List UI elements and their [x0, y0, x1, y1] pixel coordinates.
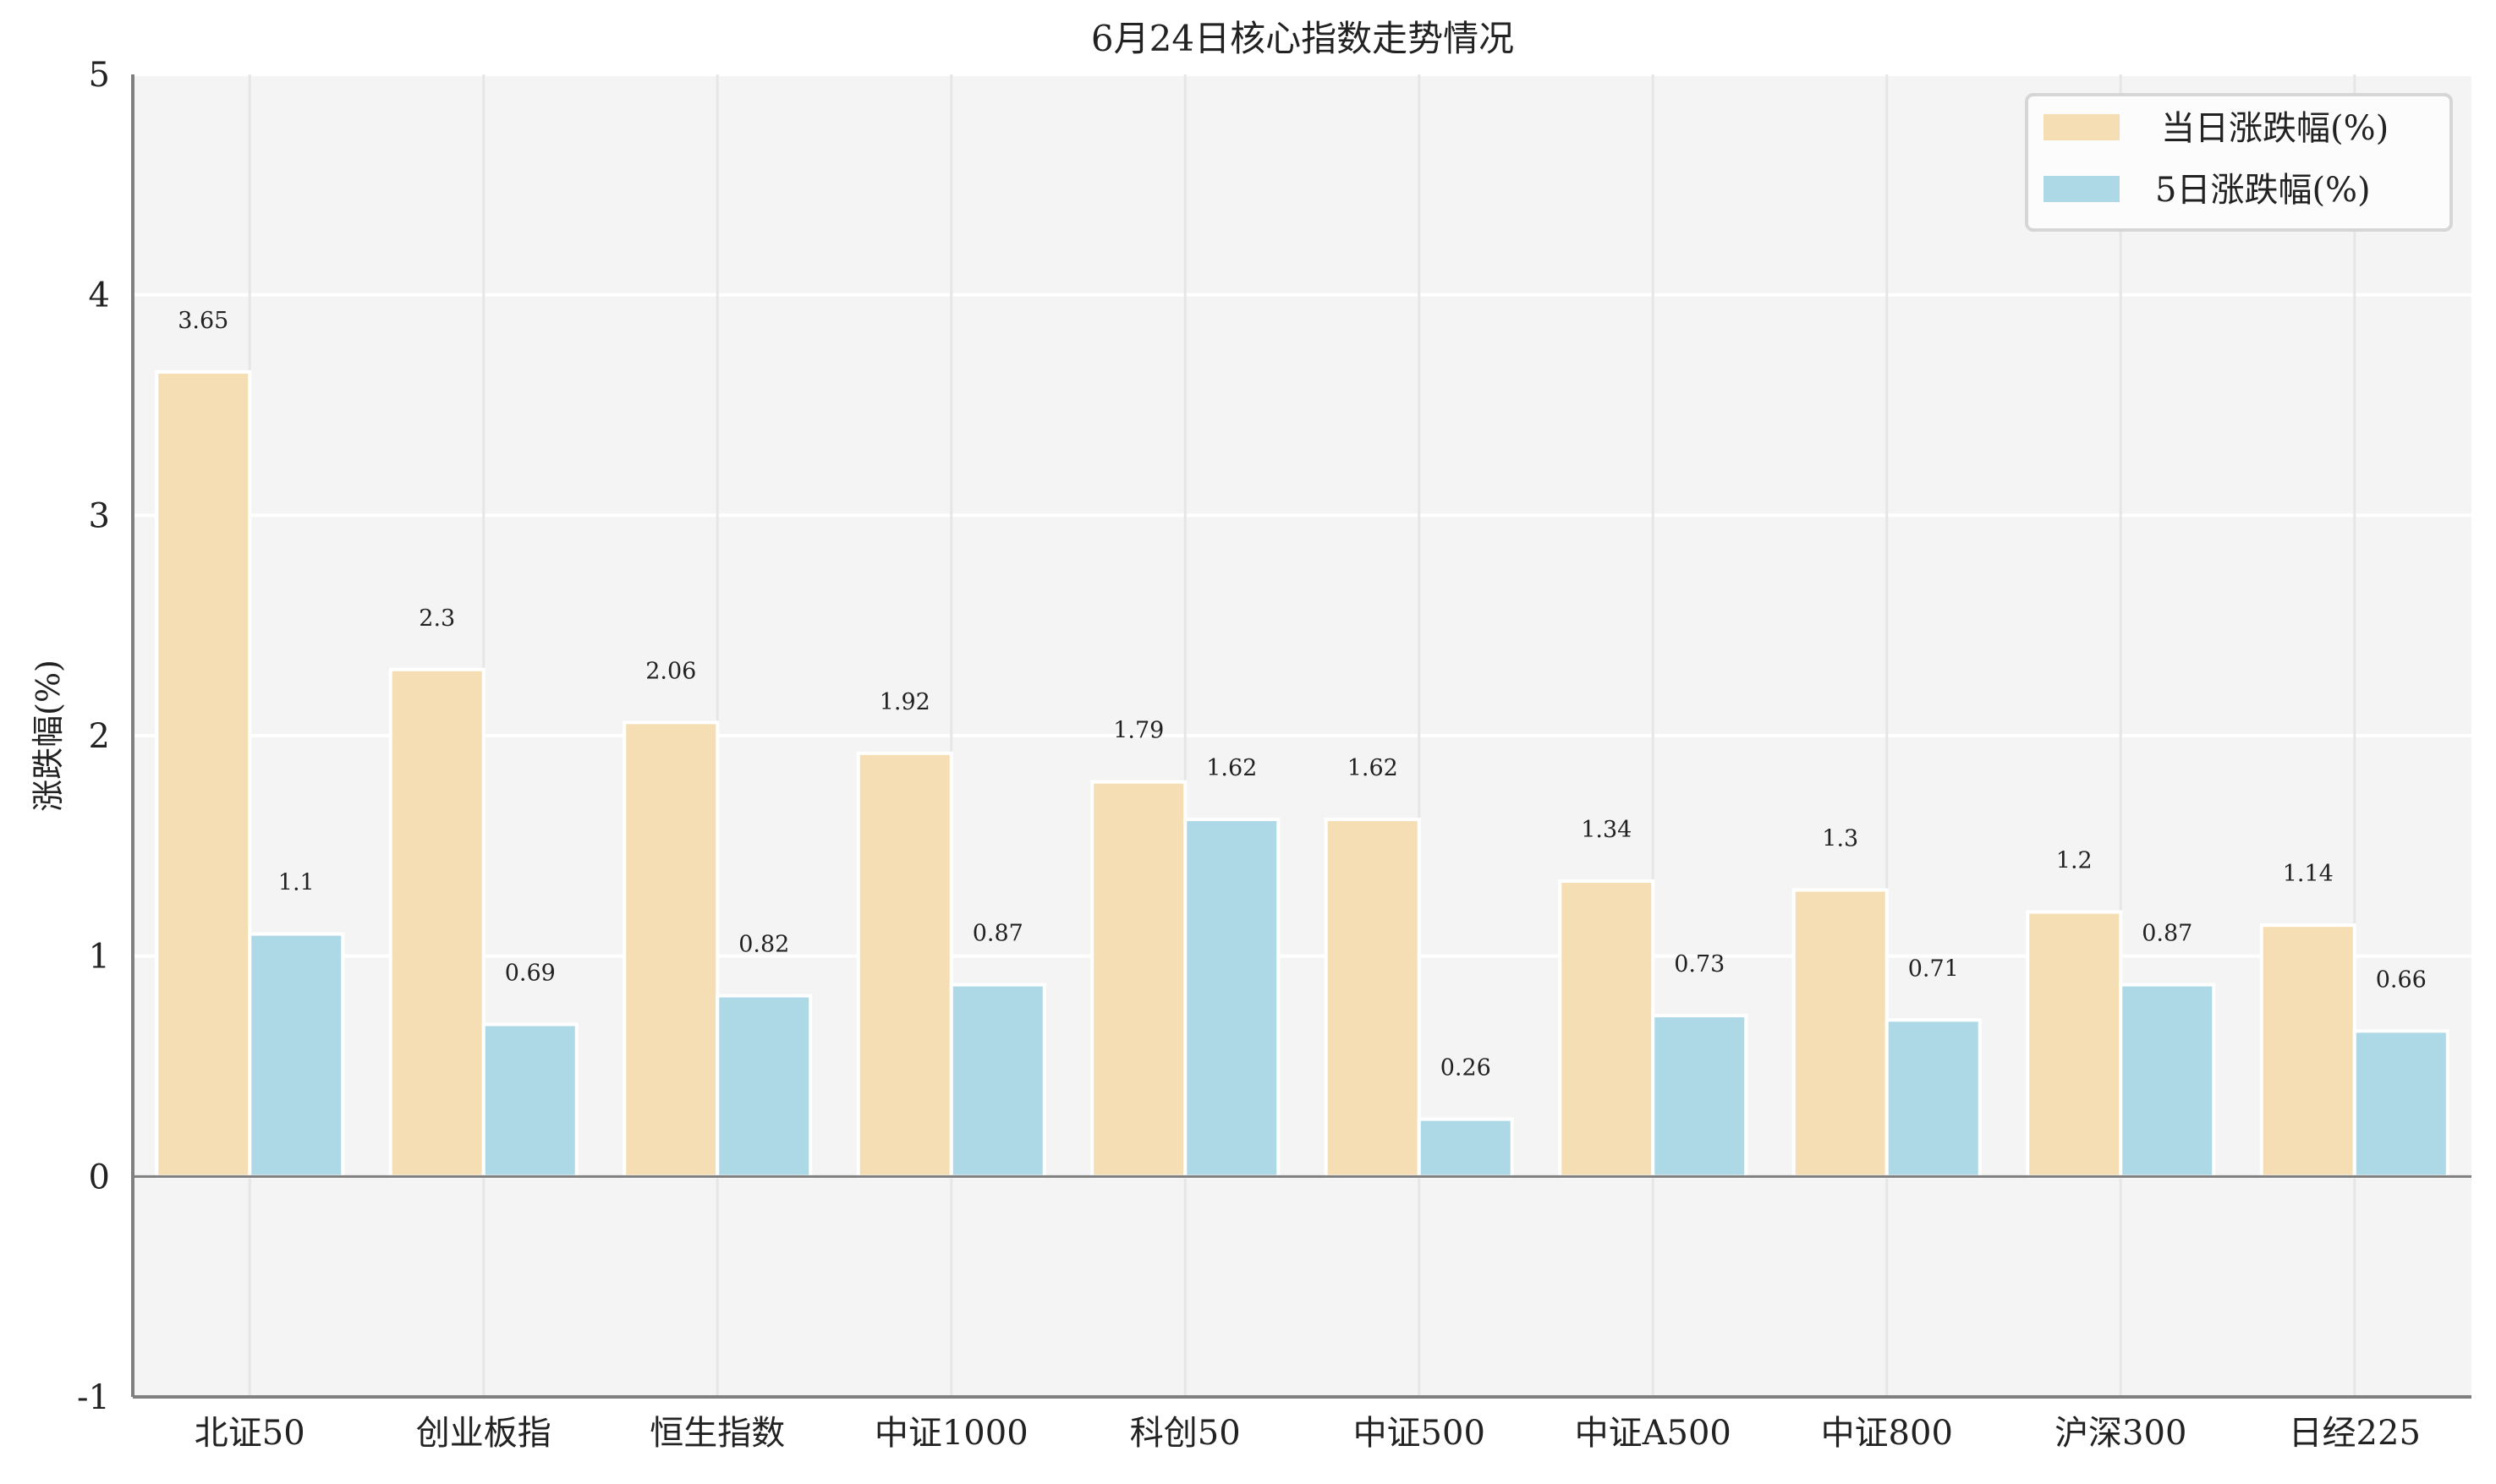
bar-5day [481, 1022, 579, 1179]
data-label: 2.06 [645, 658, 696, 684]
x-tick-label: 创业板指 [416, 1414, 551, 1453]
x-tick-label: 沪深300 [2054, 1414, 2186, 1453]
data-label: 0.71 [1908, 956, 1959, 982]
x-tick-label: 中证A500 [1575, 1414, 1731, 1453]
bar-daily [1324, 818, 1421, 1179]
data-label: 0.66 [2376, 967, 2427, 993]
y-tick-label: 5 [89, 56, 110, 95]
data-label: 0.87 [973, 921, 1023, 947]
legend-box [2025, 93, 2453, 232]
data-label: 1.1 [278, 870, 315, 896]
y-tick-label: 0 [89, 1158, 110, 1197]
bar-daily [2026, 910, 2123, 1179]
data-labels: 3.65 2.3 2.06 1.92 1.79 1.62 1.34 1.3 1.2 1.14 1.1… [178, 308, 2427, 1082]
bar-daily [1090, 780, 1188, 1179]
x-tick-label: 中证1000 [875, 1414, 1029, 1453]
data-label: 1.14 [2283, 861, 2334, 887]
bars [155, 370, 2449, 1179]
data-label: 1.62 [1206, 755, 1257, 781]
data-label: 1.2 [2056, 848, 2093, 874]
data-label: 2.3 [419, 605, 455, 632]
x-tick-label: 北证50 [195, 1414, 305, 1453]
data-label: 1.79 [1113, 718, 1164, 744]
y-axis-label: 涨跌幅(%) [30, 660, 67, 812]
data-label: 0.73 [1674, 951, 1725, 977]
data-label: 1.92 [880, 689, 930, 715]
x-tick-label: 恒生指数 [650, 1414, 785, 1453]
x-axis-ticks: 北证50 创业板指 恒生指数 中证1000 科创50 中证500 中证A500 中证800 沪深… [195, 1414, 2421, 1453]
bar-daily [2259, 923, 2356, 1179]
y-axis-ticks: -1 0 1 2 3 4 5 [77, 56, 110, 1417]
x-tick-label: 日经225 [2289, 1414, 2421, 1453]
data-label: 0.26 [1440, 1055, 1491, 1082]
x-tick-label: 科创50 [1130, 1414, 1241, 1453]
data-label: 0.82 [738, 932, 789, 958]
y-tick-label: 3 [89, 496, 110, 535]
bar-5day [716, 994, 813, 1179]
y-tick-label: 2 [89, 717, 110, 756]
x-tick-label: 中证500 [1353, 1414, 1485, 1453]
legend: 当日涨跌幅(%) 5日涨跌幅(%) [2025, 93, 2453, 232]
data-label: 1.3 [1822, 825, 1858, 852]
bar-5day [1417, 1117, 1514, 1179]
y-tick-label: -1 [77, 1378, 110, 1417]
bar-daily [623, 720, 720, 1179]
data-label: 0.87 [2142, 921, 2192, 947]
y-tick-label: 4 [89, 277, 110, 315]
bar-daily [155, 370, 252, 1179]
legend-label: 5日涨跌幅(%) [2155, 171, 2371, 210]
bar-daily [1791, 888, 1889, 1179]
axes [131, 74, 2471, 1399]
legend-swatch [2043, 114, 2120, 140]
bar-5day [1651, 1014, 1748, 1179]
bar-5day [2352, 1029, 2449, 1179]
chart-title: 6月24日核心指数走势情况 [1091, 18, 1514, 59]
legend-swatch [2043, 176, 2120, 202]
y-tick-label: 1 [89, 938, 110, 977]
bar-5day [949, 983, 1046, 1179]
data-label: 3.65 [178, 308, 228, 334]
bar-daily [388, 667, 485, 1179]
bar-daily [1558, 879, 1655, 1179]
bar-5day [248, 932, 345, 1179]
x-tick-label: 中证800 [1821, 1414, 1953, 1453]
bar-5day [1183, 818, 1281, 1179]
data-label: 1.34 [1581, 817, 1632, 843]
bar-daily [856, 751, 953, 1179]
data-label: 1.62 [1347, 755, 1398, 781]
bar-5day [2119, 983, 2216, 1179]
legend-label: 当日涨跌幅(%) [2161, 109, 2389, 148]
data-label: 0.69 [505, 960, 556, 986]
bar-5day [1884, 1018, 1982, 1179]
